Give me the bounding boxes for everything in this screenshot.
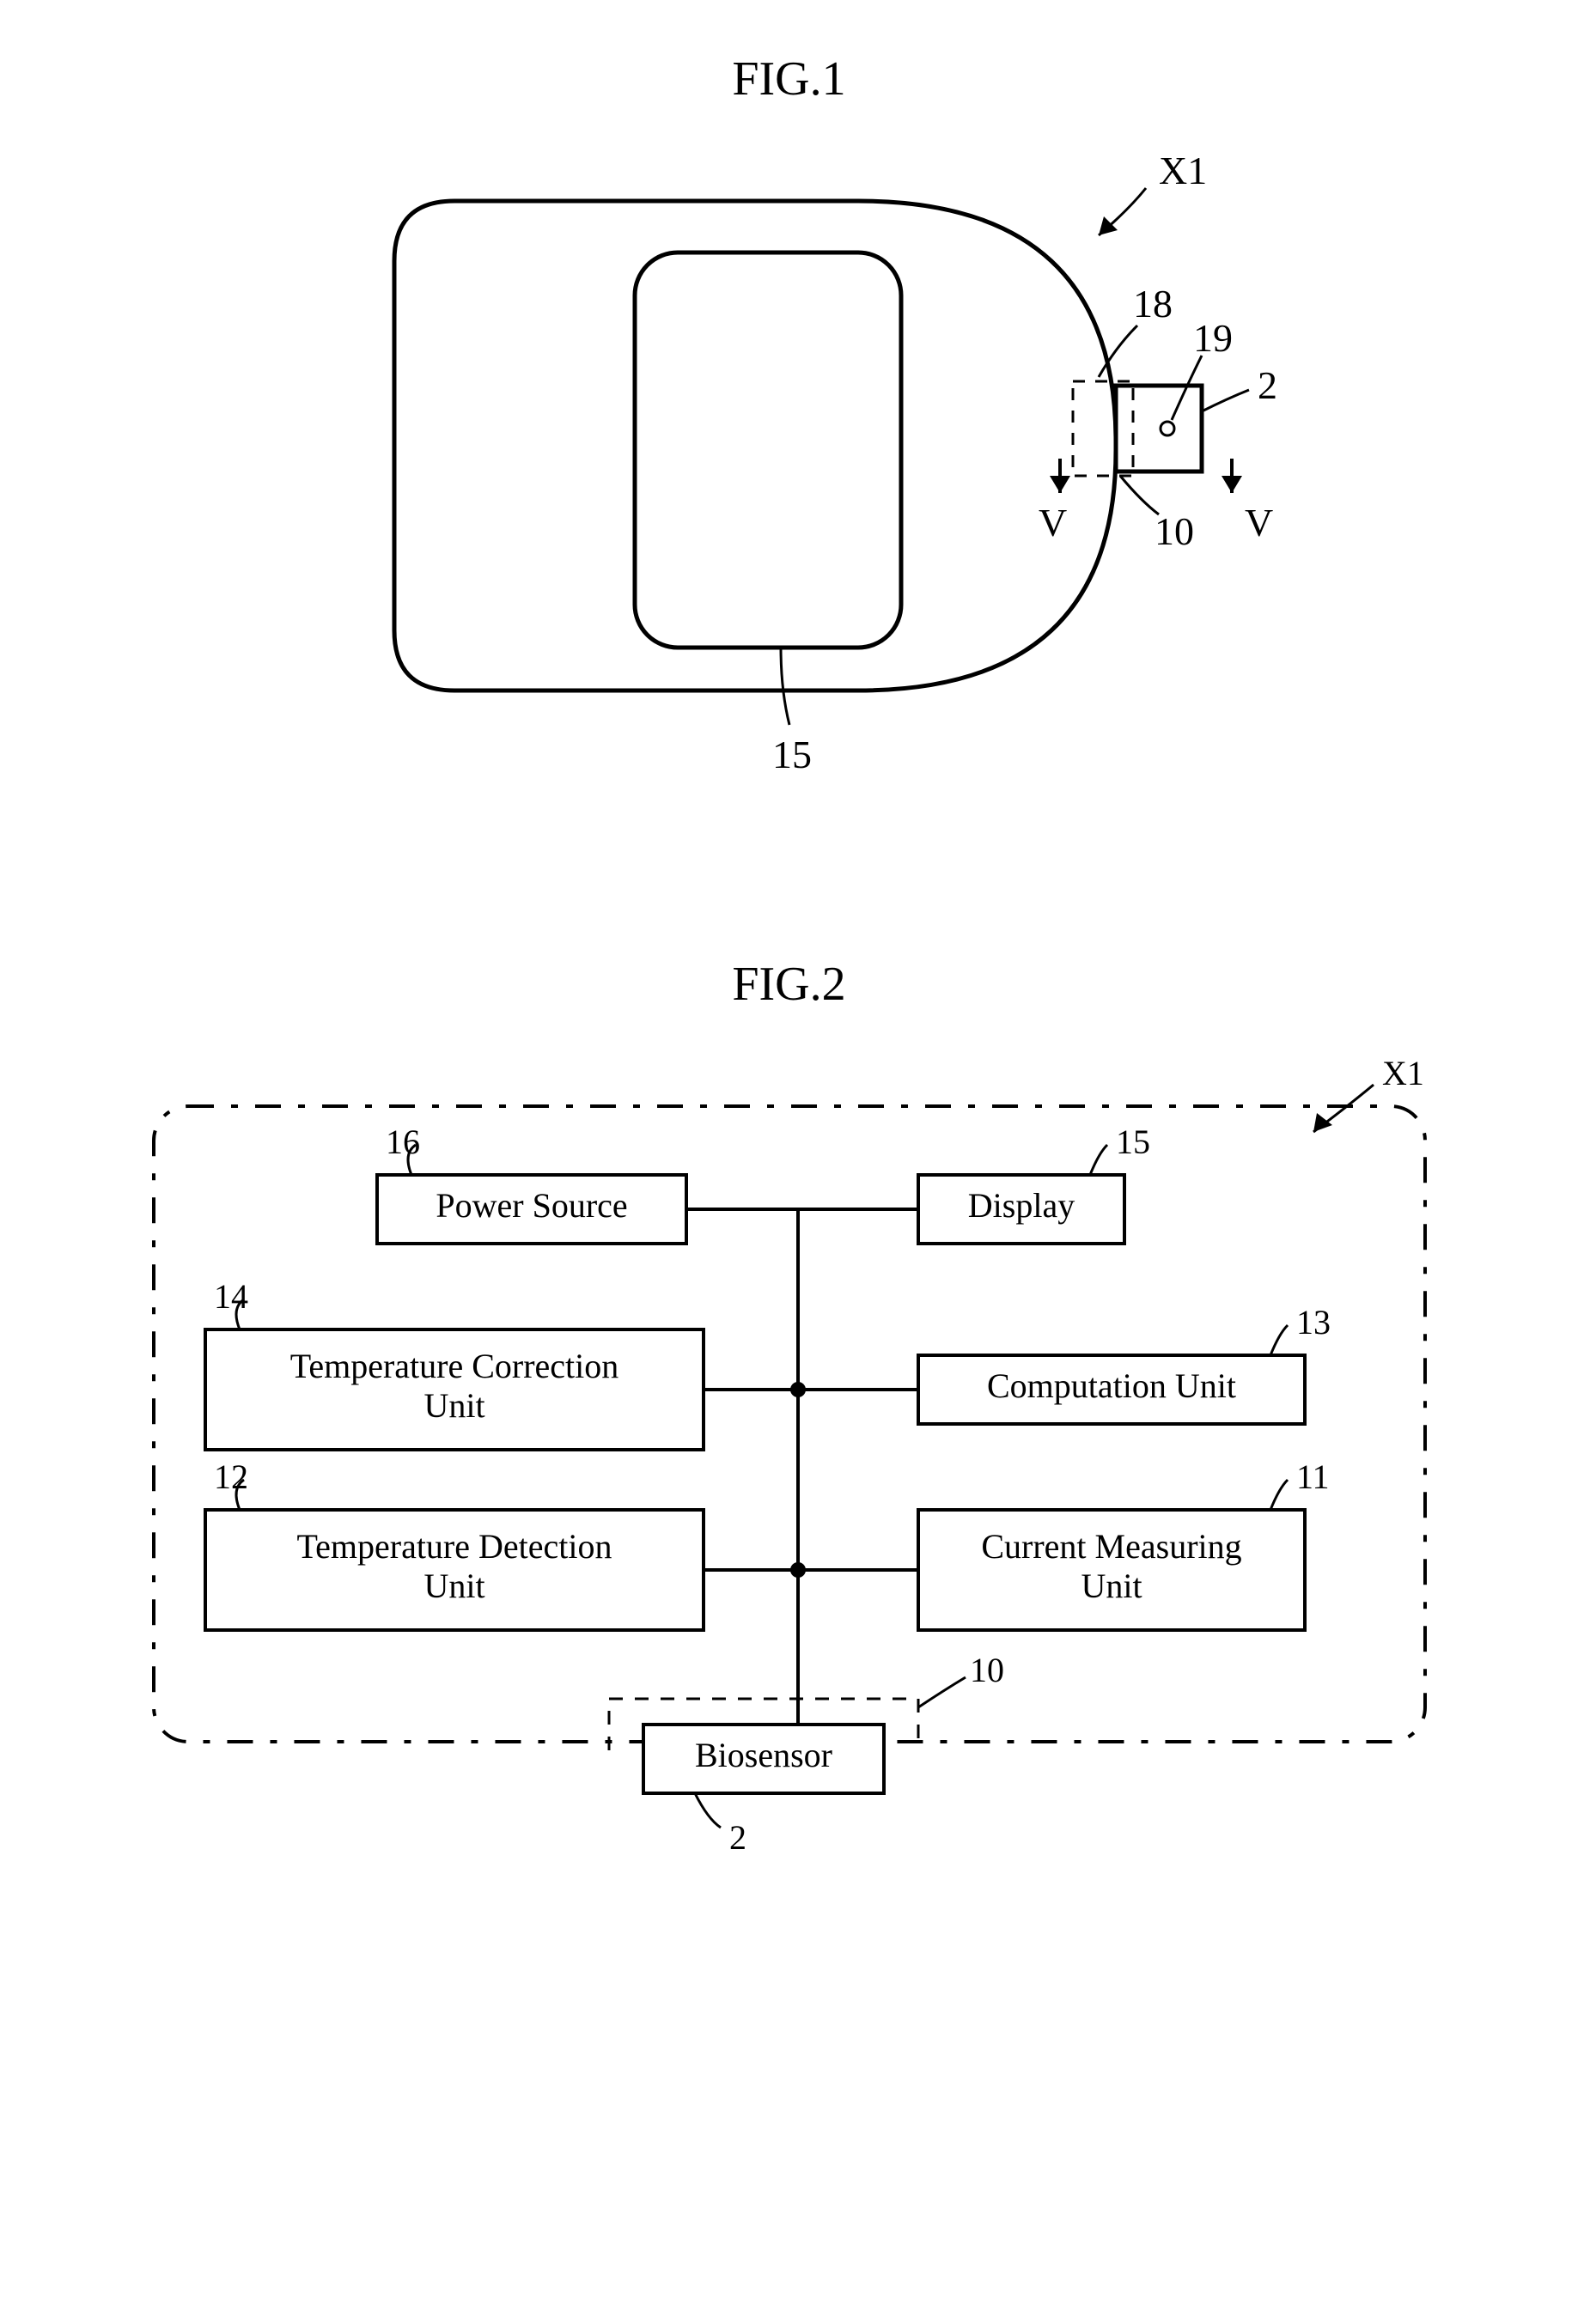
fig2-title: FIG.2 xyxy=(34,957,1544,1012)
leader-x1-2-arrow xyxy=(1313,1113,1332,1132)
fig1-title: FIG.1 xyxy=(34,52,1544,106)
ref-power: 16 xyxy=(386,1122,420,1161)
block-label-bio-0: Biosensor xyxy=(695,1736,832,1774)
block-label-comp-0: Computation Unit xyxy=(987,1366,1236,1405)
label-v-left: V xyxy=(1039,501,1067,544)
label-x1-2: X1 xyxy=(1382,1054,1424,1092)
ref-tdet: 12 xyxy=(214,1457,248,1496)
label-18: 18 xyxy=(1133,282,1173,325)
fig1-container: X1 18 19 2 10 15 V V xyxy=(231,141,1348,785)
leader-comp xyxy=(1270,1325,1288,1355)
leader-15 xyxy=(781,648,789,725)
leader-10-2 xyxy=(918,1677,966,1707)
leader-bio xyxy=(695,1793,721,1828)
block-label-power-0: Power Source xyxy=(436,1186,627,1225)
leader-10 xyxy=(1120,476,1159,514)
v-right-arrow-head xyxy=(1222,476,1242,493)
block-label-tcorr-0: Temperature Correction xyxy=(289,1347,618,1385)
block-label-tdet-1: Unit xyxy=(423,1567,484,1605)
label-x1: X1 xyxy=(1159,149,1207,192)
ref-curr: 11 xyxy=(1296,1457,1330,1496)
fig2-container: X1 10 Power Source 16 Display 15 Temperature C… xyxy=(102,1046,1477,1905)
fig2-svg: X1 10 Power Source 16 Display 15 Temperature C… xyxy=(102,1046,1477,1905)
ref-comp: 13 xyxy=(1296,1303,1331,1341)
sensor-slot xyxy=(1116,386,1202,471)
ref-bio: 2 xyxy=(729,1818,746,1857)
ref-tcorr: 14 xyxy=(214,1277,248,1316)
device-body xyxy=(394,201,1116,691)
fig1-svg: X1 18 19 2 10 15 V V xyxy=(231,141,1348,785)
label-10-2: 10 xyxy=(970,1651,1004,1689)
block-label-display-0: Display xyxy=(967,1186,1074,1225)
label-10: 10 xyxy=(1155,509,1194,553)
block-label-curr-0: Current Measuring xyxy=(981,1527,1241,1566)
label-2: 2 xyxy=(1258,363,1277,407)
label-19: 19 xyxy=(1193,316,1233,360)
label-15: 15 xyxy=(772,733,812,776)
label-v-right: V xyxy=(1245,501,1273,544)
ref-display: 15 xyxy=(1116,1122,1150,1161)
leader-curr xyxy=(1270,1480,1288,1510)
block-label-curr-1: Unit xyxy=(1081,1567,1142,1605)
v-left-arrow-head xyxy=(1050,476,1070,493)
block-label-tcorr-1: Unit xyxy=(423,1386,484,1425)
screen-15 xyxy=(635,252,901,648)
leader-display xyxy=(1090,1145,1107,1175)
block-label-tdet-0: Temperature Detection xyxy=(296,1527,612,1566)
leader-2 xyxy=(1202,390,1249,411)
